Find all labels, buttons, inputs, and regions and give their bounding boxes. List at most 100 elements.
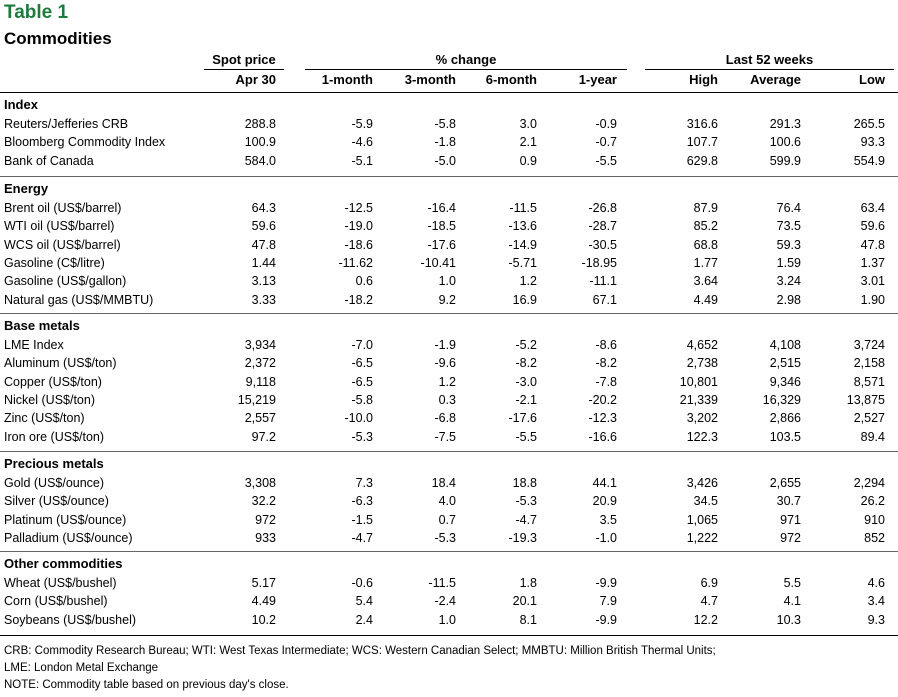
- cell-spot: 4.49: [251, 594, 276, 609]
- row-label: Bank of Canada: [4, 153, 94, 168]
- cell-6-month: -5.2: [515, 338, 537, 352]
- row-label: Gold (US$/ounce): [4, 476, 105, 490]
- cell-average: 599.9: [769, 153, 801, 168]
- cell-high: 629.8: [686, 153, 718, 168]
- cell-low: 63.4: [860, 201, 885, 215]
- table-row: Wheat (US$/bushel) 5.17 -0.6 -11.5 1.8 -9.9 6.…: [0, 574, 898, 592]
- cell-6-month: -13.6: [508, 219, 538, 234]
- table-row: Aluminum (US$/ton) 2,372 -6.5 -9.6 -8.2 -8.2 2…: [0, 354, 898, 372]
- cell-1-month: -18.2: [344, 292, 374, 307]
- cell-low: 3.4: [867, 594, 885, 609]
- cell-spot: 59.6: [251, 219, 276, 234]
- cell-1-month: -0.6: [351, 576, 373, 590]
- spot-price-group-header: Spot price: [204, 51, 284, 70]
- cell-1-month: 0.6: [355, 274, 373, 289]
- cell-low: 554.9: [853, 153, 885, 168]
- row-label: WCS oil (US$/barrel): [4, 237, 121, 252]
- section-heading: Precious metals: [4, 456, 104, 471]
- cell-1-year: -11.1: [589, 274, 617, 289]
- percent-change-group-header: % change: [305, 51, 627, 70]
- cell-average: 30.7: [776, 494, 801, 509]
- cell-1-month: -19.0: [344, 219, 374, 234]
- cell-1-year: -28.7: [588, 219, 618, 234]
- cell-1-year: 44.1: [592, 476, 617, 490]
- cell-1-month: 5.4: [355, 594, 373, 609]
- cell-low: 89.4: [860, 429, 885, 444]
- cell-1-year: -18.95: [581, 255, 617, 270]
- column-header-low: Low: [859, 72, 885, 87]
- section-heading: Other commodities: [4, 556, 123, 571]
- table-row: WTI oil (US$/barrel) 59.6 -19.0 -18.5 -13.6 -…: [0, 217, 898, 235]
- cell-1-year: -30.5: [588, 237, 618, 252]
- cell-average: 291.3: [769, 117, 801, 131]
- cell-high: 34.5: [693, 494, 718, 509]
- cell-1-year: -26.8: [588, 201, 618, 215]
- cell-average: 9,346: [769, 374, 801, 389]
- table-row: Reuters/Jefferies CRB 288.8 -5.9 -5.8 3.0 -0.…: [0, 115, 898, 133]
- cell-3-month: 0.3: [438, 392, 456, 407]
- cell-1-year: -5.5: [595, 153, 617, 168]
- cell-average: 103.5: [769, 429, 801, 444]
- cell-3-month: -6.8: [434, 411, 456, 426]
- column-header-average: Average: [750, 72, 801, 87]
- cell-3-month: 9.2: [438, 292, 456, 307]
- cell-low: 852: [864, 530, 885, 545]
- cell-average: 73.5: [776, 219, 801, 234]
- table-row: Bloomberg Commodity Index 100.9 -4.6 -1.8 2.…: [0, 133, 898, 151]
- table-row: Nickel (US$/ton) 15,219 -5.8 0.3 -2.1 -20.2 21…: [0, 391, 898, 409]
- section-divider: [0, 176, 898, 177]
- cell-6-month: 1.8: [519, 576, 537, 590]
- column-header-6-month: 6-month: [485, 72, 537, 87]
- table-row: Natural gas (US$/MMBTU) 3.33 -18.2 9.2 16.9 6…: [0, 291, 898, 309]
- cell-low: 2,294: [853, 476, 885, 490]
- cell-spot: 100.9: [244, 135, 276, 150]
- cell-3-month: -2.4: [434, 594, 456, 609]
- cell-1-month: -7.0: [351, 338, 373, 352]
- cell-low: 26.2: [860, 494, 885, 509]
- row-label: Silver (US$/ounce): [4, 494, 109, 509]
- cell-average: 1.59: [776, 255, 801, 270]
- cell-1-month: -1.5: [351, 512, 373, 527]
- table-row: Corn (US$/bushel) 4.49 5.4 -2.4 20.1 7.9 4.7 4.…: [0, 592, 898, 610]
- table-row: Gold (US$/ounce) 3,308 7.3 18.4 18.8 44.1 3,42…: [0, 474, 898, 492]
- cell-3-month: -7.5: [434, 429, 456, 444]
- cell-3-month: -18.5: [427, 219, 457, 234]
- cell-6-month: -5.5: [515, 429, 537, 444]
- cell-1-year: -9.9: [595, 576, 617, 590]
- cell-average: 5.5: [783, 576, 801, 590]
- footnote-note: NOTE: Commodity table based on previous …: [4, 679, 289, 691]
- cell-average: 2,866: [769, 411, 801, 426]
- cell-spot: 97.2: [251, 429, 276, 444]
- cell-average: 4.1: [783, 594, 801, 609]
- cell-6-month: -3.0: [515, 374, 537, 389]
- cell-high: 87.9: [693, 201, 718, 215]
- cell-spot: 972: [255, 512, 276, 527]
- cell-1-year: 67.1: [592, 292, 617, 307]
- cell-average: 971: [780, 512, 801, 527]
- cell-average: 4,108: [769, 338, 801, 352]
- table-row: Copper (US$/ton) 9,118 -6.5 1.2 -3.0 -7.8 10,8…: [0, 373, 898, 391]
- cell-high: 21,339: [679, 392, 718, 407]
- cell-1-year: 7.9: [599, 594, 617, 609]
- row-label: Copper (US$/ton): [4, 374, 102, 389]
- cell-3-month: 0.7: [438, 512, 456, 527]
- cell-1-year: -0.9: [595, 117, 617, 131]
- row-label: Reuters/Jefferies CRB: [4, 117, 129, 131]
- cell-1-month: -4.7: [351, 530, 373, 545]
- table-row: WCS oil (US$/barrel) 47.8 -18.6 -17.6 -14.9 -…: [0, 236, 898, 254]
- column-header-row: Apr 30 1-month 3-month 6-month 1-year Hi…: [0, 71, 898, 89]
- cell-spot: 3.13: [251, 274, 276, 289]
- row-label: Platinum (US$/ounce): [4, 512, 127, 527]
- table-row: Iron ore (US$/ton) 97.2 -5.3 -7.5 -5.5 -16.6 1…: [0, 428, 898, 446]
- cell-low: 47.8: [860, 237, 885, 252]
- cell-high: 3.64: [693, 274, 718, 289]
- cell-spot: 288.8: [244, 117, 276, 131]
- cell-average: 10.3: [776, 612, 801, 627]
- cell-spot: 3,934: [244, 338, 276, 352]
- cell-spot: 47.8: [251, 237, 276, 252]
- cell-average: 16,329: [762, 392, 801, 407]
- cell-1-year: 20.9: [592, 494, 617, 509]
- cell-6-month: 8.1: [519, 612, 537, 627]
- cell-high: 4,652: [686, 338, 718, 352]
- cell-6-month: -11.5: [509, 201, 537, 215]
